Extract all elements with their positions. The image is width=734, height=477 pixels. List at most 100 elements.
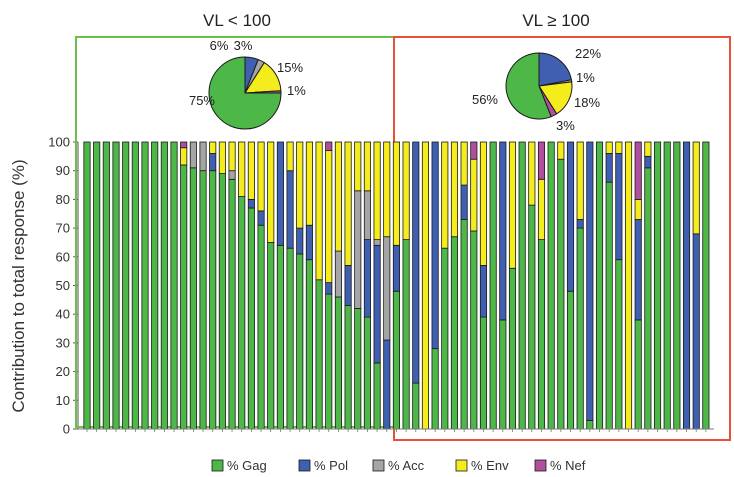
bar-segment-gag	[537, 239, 546, 430]
bar-segment-pol	[479, 265, 488, 318]
y-tick-label: 80	[56, 192, 70, 207]
bar-segment-gag	[354, 308, 362, 430]
pie-slice-label: 3%	[234, 38, 253, 53]
bar-segment-gag	[605, 181, 613, 430]
bar-segment-gag	[363, 316, 371, 430]
bar-segment-nef	[325, 141, 333, 152]
bar-segment-gag	[518, 141, 526, 430]
bar-segment-env	[344, 141, 352, 266]
y-tick-label: 20	[56, 364, 70, 379]
bar-segment-gag	[199, 170, 207, 430]
bar-segment-env	[470, 158, 478, 232]
bar-segment-acc	[363, 190, 371, 240]
bar-segment-pol	[644, 155, 652, 169]
bar-segment-pol	[296, 227, 304, 255]
bar-segment-env	[460, 141, 468, 186]
group-title: VL ≥ 100	[522, 11, 589, 30]
legend-label: % Acc	[388, 458, 425, 473]
bar-segment-gag	[441, 247, 449, 430]
bar-segment-gag	[508, 267, 517, 430]
bar-segment-env	[334, 141, 342, 252]
bar-segment-env	[257, 141, 265, 212]
bar-segment-acc	[189, 141, 197, 169]
y-tick-label: 30	[56, 335, 70, 350]
bar-segment-pol	[460, 184, 468, 220]
bar-segment-env	[692, 141, 700, 235]
bars	[83, 141, 710, 430]
bar-segment-gag	[528, 204, 536, 430]
bar-segment-env	[247, 141, 255, 200]
bar-segment-gag	[557, 158, 565, 430]
bar-segment-gag	[180, 164, 188, 430]
bar-segment-env	[354, 141, 362, 192]
bar-segment-env	[363, 141, 371, 192]
bar-segment-gag	[228, 178, 236, 430]
y-tick-label: 40	[56, 307, 70, 322]
bar-segment-gag	[112, 141, 120, 430]
group-title: VL < 100	[203, 11, 271, 30]
bar-segment-pol	[209, 153, 217, 172]
bar-segment-pol	[305, 224, 313, 261]
pie-slice-label: 56%	[472, 92, 498, 107]
pie-slice-gag	[505, 52, 552, 120]
bar-segment-env	[421, 141, 429, 430]
bar-segment-env	[392, 141, 400, 246]
bar-segment-pol	[586, 141, 594, 421]
y-tick-label: 70	[56, 221, 70, 236]
bar-segment-gag	[402, 239, 410, 430]
bar-segment-gag	[373, 362, 381, 430]
bar-segment-gag	[170, 141, 178, 430]
y-axis-label: Contribution to total response (%)	[9, 159, 28, 412]
legend: % Gag % Pol % Acc % Env % Nef	[211, 458, 586, 473]
bar-segment-gag	[547, 141, 555, 430]
bar-segment-pol	[431, 141, 439, 350]
bar-segment-env	[305, 141, 313, 226]
bar-segment-env	[228, 141, 236, 172]
bar-segment-gag	[122, 141, 130, 430]
bar-segment-pol	[566, 141, 575, 292]
legend-label: % Nef	[550, 458, 586, 473]
bar-segment-nef	[634, 141, 642, 200]
bar-segment-gag	[653, 141, 662, 430]
bar-segment-gag	[93, 141, 101, 430]
bar-segment-pol	[692, 233, 700, 430]
bar-segment-gag	[344, 305, 352, 430]
bar-segment-gag	[151, 141, 159, 430]
bar-segment-env	[576, 141, 584, 220]
bar-segment-env	[286, 141, 294, 172]
bar-segment-pol	[682, 141, 691, 430]
bar-segment-env	[218, 141, 226, 174]
bar-segment-pol	[392, 244, 400, 292]
bar-segment-env	[441, 141, 449, 249]
pie-slice-label: 15%	[277, 60, 303, 75]
bar-segment-pol	[499, 141, 507, 321]
pie-slice-label: 6%	[210, 38, 229, 53]
pie-slice-gag	[208, 56, 282, 130]
bar-segment-pol	[634, 219, 642, 321]
bar-segment-acc	[354, 190, 362, 309]
bar-segment-gag	[460, 219, 468, 430]
bar-segment-gag	[702, 141, 710, 430]
bar-segment-env	[325, 150, 333, 284]
bar-segment-gag	[392, 290, 400, 430]
bar-segment-gag	[325, 293, 333, 430]
bar-segment-pol	[412, 141, 420, 384]
bar-segment-nef	[470, 141, 478, 160]
bar-segment-gag	[499, 319, 507, 430]
bar-segment-gag	[267, 242, 275, 430]
bar-segment-pol	[247, 198, 255, 209]
bar-segment-gag	[83, 141, 91, 430]
legend-label: % Pol	[314, 458, 348, 473]
bar-segment-gag	[334, 296, 342, 430]
bar-segment-env	[557, 141, 565, 160]
bar-segment-env	[624, 141, 633, 430]
pie-slice-label: 75%	[189, 93, 215, 108]
bar-segment-env	[450, 141, 459, 238]
bar-segment-env	[209, 141, 217, 154]
bar-segment-gag	[489, 141, 497, 430]
pie-slice-label: 3%	[556, 118, 575, 133]
legend-swatch-pol	[298, 459, 311, 472]
bar-segment-pol	[373, 244, 381, 364]
bar-segment-gag	[595, 141, 604, 430]
pie-slice-pol	[538, 52, 573, 87]
